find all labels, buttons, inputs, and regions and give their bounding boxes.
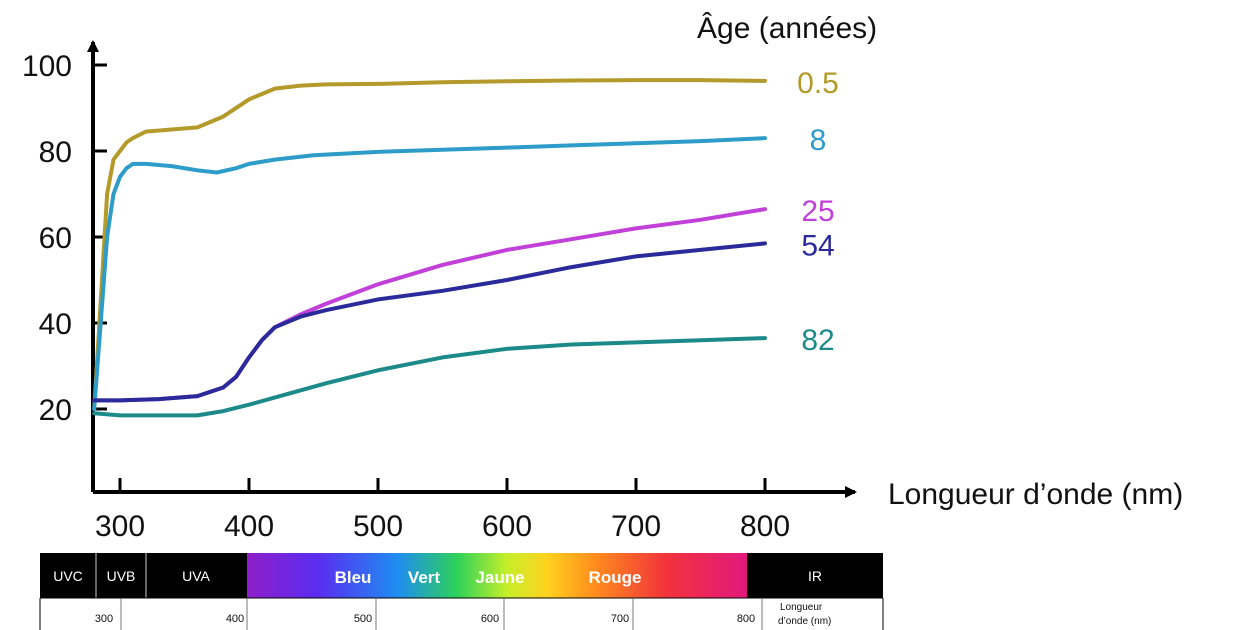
- x-tick-label: 400: [224, 510, 274, 543]
- x-tick-label: 500: [353, 510, 403, 543]
- x-axis-ticks: 300 400 500 600 700 800: [95, 478, 790, 543]
- series-lines: [92, 78, 767, 418]
- band-label-jaune: Jaune: [475, 568, 524, 587]
- series-line-0-5: [92, 78, 767, 411]
- series-label-0-5: 0.5: [797, 67, 839, 100]
- scale-unit-line1: Longueur: [780, 602, 823, 613]
- y-tick-label: 20: [39, 394, 72, 427]
- y-tick-label: 80: [39, 136, 72, 169]
- band-label-uvc: UVC: [53, 568, 83, 584]
- band-label-bleu: Bleu: [335, 568, 372, 587]
- x-axis-label: Longueur d’onde (nm): [888, 478, 1183, 511]
- x-tick-label: 800: [740, 510, 790, 543]
- y-axis-ticks: 20 40 60 80 100: [22, 50, 107, 427]
- band-uva: [146, 553, 247, 598]
- x-tick-label: 700: [611, 510, 661, 543]
- series-label-8: 8: [810, 124, 827, 157]
- x-tick-label: 600: [482, 510, 532, 543]
- y-tick-label: 40: [39, 308, 72, 341]
- scale-tick-700: 700: [611, 613, 629, 625]
- series-label-82: 82: [801, 324, 834, 357]
- scale-tick-300: 300: [95, 613, 113, 625]
- spectrum-bar: UVC UVB UVA Bleu Vert Jaune Rouge IR 300…: [39, 553, 884, 630]
- band-ir: [747, 553, 883, 598]
- series-label-54: 54: [801, 229, 834, 262]
- series-line-25: [92, 207, 767, 403]
- band-label-ir: IR: [808, 568, 822, 584]
- band-visible: [247, 553, 747, 598]
- y-tick-label: 60: [39, 222, 72, 255]
- scale-tick-400: 400: [226, 613, 244, 625]
- band-label-vert: Vert: [408, 568, 440, 587]
- y-tick-label: 100: [22, 50, 72, 83]
- band-label-uvb: UVB: [107, 568, 136, 584]
- legend-title: Âge (années): [697, 12, 877, 45]
- series-line-54: [92, 241, 767, 403]
- x-tick-label: 300: [95, 510, 145, 543]
- scale-unit-line2: d’onde (nm): [778, 616, 831, 627]
- scale-tick-500: 500: [354, 613, 372, 625]
- scale-tick-600: 600: [481, 613, 499, 625]
- series-line-8: [92, 136, 767, 411]
- band-label-uva: UVA: [182, 568, 210, 584]
- band-label-rouge: Rouge: [589, 568, 642, 587]
- scale-tick-800: 800: [737, 613, 755, 625]
- band-uvb: [96, 553, 146, 598]
- series-label-25: 25: [801, 195, 834, 228]
- series-line-82: [92, 336, 767, 418]
- band-uvc: [40, 553, 96, 598]
